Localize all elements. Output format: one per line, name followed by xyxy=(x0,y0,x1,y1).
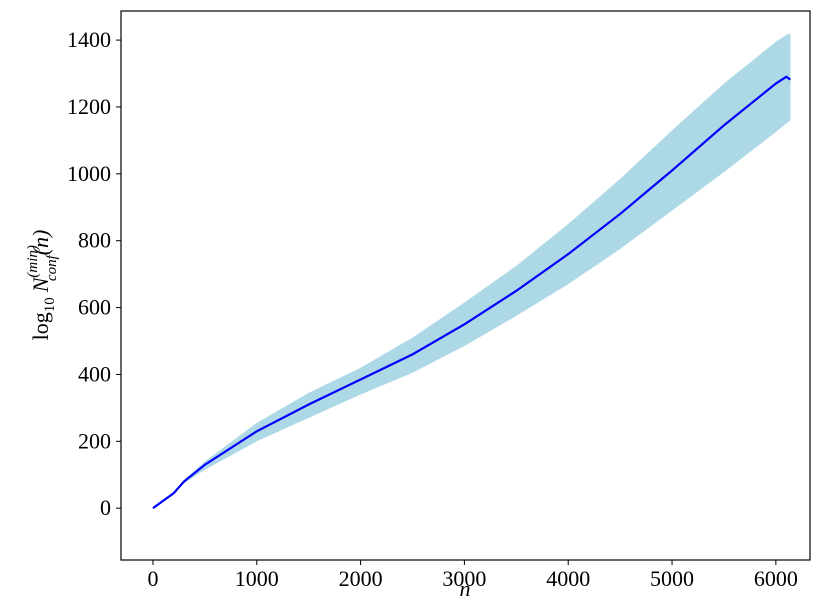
x-tick-label: 1000 xyxy=(235,566,279,591)
band xyxy=(152,33,791,509)
x-tick-label: 5000 xyxy=(650,566,694,591)
y-tick-label: 200 xyxy=(78,428,111,453)
y-label-part: (min) xyxy=(25,245,41,278)
x-tick-label: 4000 xyxy=(546,566,590,591)
x-tick-label: 6000 xyxy=(754,566,798,591)
y-tick-label: 600 xyxy=(78,295,111,320)
y-tick-label: 400 xyxy=(78,361,111,386)
y-tick-label: 1400 xyxy=(67,27,111,52)
y-label-part: 10 xyxy=(42,297,58,312)
x-tick-label: 2000 xyxy=(339,566,383,591)
y-axis-label: log10 N(min) conf(n) xyxy=(25,230,60,341)
y-tick-label: 0 xyxy=(100,495,111,520)
x-tick-label: 0 xyxy=(147,566,158,591)
plot-frame xyxy=(120,10,811,561)
y-tick-label: 1000 xyxy=(67,161,111,186)
y-label-part: log xyxy=(28,312,53,340)
y-tick-label: 1200 xyxy=(67,94,111,119)
y-label-part: N xyxy=(28,276,53,293)
line xyxy=(152,75,791,510)
x-tick-label: 3000 xyxy=(442,566,486,591)
x-axis-label: n xyxy=(460,576,471,601)
y-label-part: (n) xyxy=(28,230,53,256)
y-label-part: conf xyxy=(44,253,60,281)
y-tick-label: 800 xyxy=(78,228,111,253)
